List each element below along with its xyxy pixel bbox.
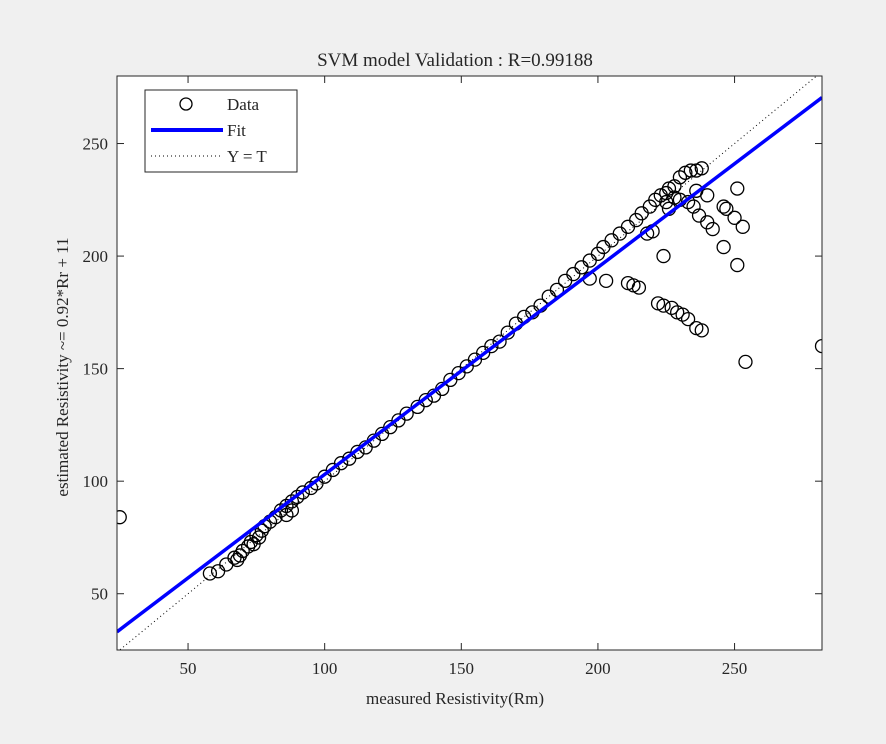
data-point bbox=[290, 489, 305, 505]
data-point bbox=[683, 163, 698, 178]
y-tick-label: 50 bbox=[91, 585, 108, 604]
y-tick-label: 250 bbox=[83, 135, 109, 154]
data-point bbox=[659, 194, 674, 210]
data-point bbox=[656, 248, 671, 264]
data-point bbox=[598, 273, 614, 288]
data-point bbox=[235, 543, 250, 559]
data-point bbox=[700, 188, 715, 203]
x-axis-label: measured Resistivity(Rm) bbox=[366, 689, 544, 708]
y-axis-label: estimated Resistivity ~= 0.92*Rr + 11 bbox=[53, 237, 72, 496]
x-tick-label: 150 bbox=[449, 659, 475, 678]
plot-frame bbox=[116, 75, 823, 651]
data-point bbox=[735, 219, 750, 234]
data-point bbox=[738, 354, 753, 370]
data-point bbox=[284, 494, 300, 509]
data-point bbox=[730, 257, 745, 273]
data-point bbox=[664, 300, 679, 316]
data-point bbox=[251, 530, 267, 545]
data-point bbox=[719, 201, 734, 216]
data-point bbox=[694, 323, 709, 338]
data-layer bbox=[117, 76, 822, 650]
y-tick-label: 100 bbox=[83, 472, 109, 491]
x-tick-label: 250 bbox=[722, 659, 748, 678]
legend-label-fit: Fit bbox=[227, 121, 246, 140]
legend-data-marker bbox=[179, 97, 193, 111]
data-point bbox=[705, 221, 720, 237]
identity-line bbox=[118, 76, 818, 650]
legend-label-identity: Y = T bbox=[227, 147, 267, 166]
data-point bbox=[418, 392, 433, 408]
legend: Data Fit Y = T bbox=[144, 89, 298, 173]
data-point bbox=[279, 507, 294, 523]
data-point bbox=[117, 510, 127, 525]
data-point bbox=[202, 566, 218, 581]
data-point bbox=[620, 275, 636, 291]
data-point bbox=[284, 503, 300, 518]
data-point bbox=[648, 192, 663, 207]
data-point bbox=[694, 161, 709, 176]
data-point bbox=[249, 528, 264, 543]
x-tick-label: 200 bbox=[585, 659, 611, 678]
plot-content bbox=[117, 76, 822, 650]
data-point bbox=[686, 199, 701, 214]
data-point bbox=[680, 311, 696, 327]
data-point bbox=[492, 334, 507, 349]
data-point bbox=[279, 498, 294, 514]
fit-line bbox=[117, 96, 822, 634]
data-point bbox=[675, 307, 690, 322]
y-tick-label: 200 bbox=[83, 247, 109, 266]
data-point bbox=[350, 444, 365, 460]
data-point bbox=[672, 170, 688, 185]
data-point bbox=[333, 456, 349, 471]
data-point bbox=[716, 239, 731, 255]
x-tick-label: 50 bbox=[180, 659, 197, 678]
y-tick-label: 150 bbox=[83, 360, 109, 379]
x-tick-label: 100 bbox=[312, 659, 338, 678]
axis-layer: 50 100 150 200 250 50 100 150 200 250 bbox=[83, 76, 822, 678]
chart-title: SVM model Validation : R=0.99188 bbox=[317, 50, 593, 71]
data-point bbox=[727, 210, 742, 225]
data-point bbox=[484, 338, 499, 354]
data-point bbox=[656, 298, 671, 313]
data-point bbox=[399, 406, 414, 421]
legend-label-data: Data bbox=[227, 95, 260, 114]
data-point bbox=[716, 199, 731, 214]
data-point bbox=[814, 338, 822, 354]
data-point bbox=[730, 181, 745, 196]
